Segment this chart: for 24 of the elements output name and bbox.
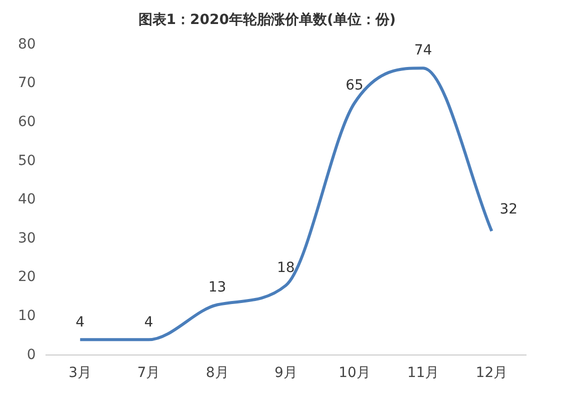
x-tick-label: 3月 xyxy=(68,365,92,382)
y-tick-label: 80 xyxy=(18,36,36,52)
data-label: 65 xyxy=(346,78,364,94)
data-label: 13 xyxy=(208,279,226,296)
data-label: 32 xyxy=(500,202,518,218)
y-tick-label: 40 xyxy=(18,192,36,208)
x-tick-label: 8月 xyxy=(206,365,229,382)
data-label: 4 xyxy=(144,314,154,330)
chart-title: 图表1：2020年轮胎涨价单数(单位：份) xyxy=(138,12,396,28)
y-tick-label: 60 xyxy=(18,114,36,130)
data-label: 18 xyxy=(276,260,295,276)
x-tick-label: 7月 xyxy=(137,365,160,382)
y-tick-label: 0 xyxy=(26,346,36,363)
x-tick-label: 11月 xyxy=(407,365,440,382)
data-label: 74 xyxy=(414,42,432,59)
x-tick-label: 12月 xyxy=(476,365,508,382)
x-tick-label: 9月 xyxy=(274,365,298,382)
data-label: 4 xyxy=(76,314,85,330)
y-tick-label: 30 xyxy=(18,230,36,246)
y-tick-label: 10 xyxy=(18,308,36,324)
y-tick-label: 50 xyxy=(18,152,36,169)
y-tick-label: 70 xyxy=(18,75,36,92)
x-tick-label: 10月 xyxy=(338,365,370,382)
y-tick-label: 20 xyxy=(18,269,36,286)
